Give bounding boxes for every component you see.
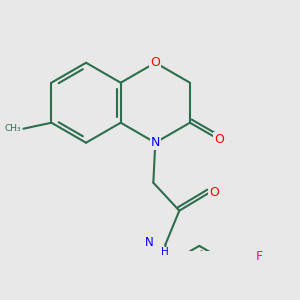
Text: F: F	[256, 250, 263, 263]
Text: O: O	[214, 133, 224, 146]
Text: O: O	[209, 186, 219, 199]
Text: CH₃: CH₃	[5, 124, 21, 133]
Text: O: O	[150, 56, 160, 69]
Text: H: H	[160, 247, 168, 257]
Text: N: N	[146, 236, 154, 249]
Text: N: N	[151, 136, 160, 149]
